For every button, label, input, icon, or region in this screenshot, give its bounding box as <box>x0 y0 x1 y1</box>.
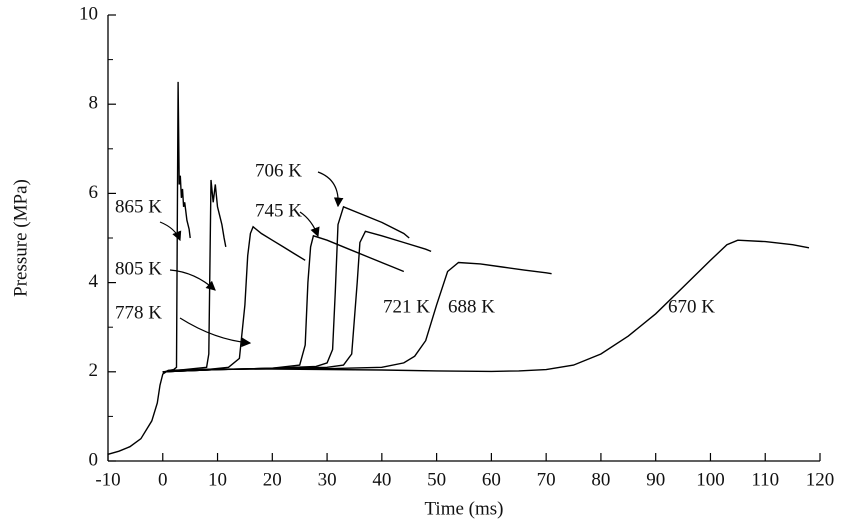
annotation-arrow <box>159 221 182 242</box>
series-label: 706 K <box>255 160 302 181</box>
y-tick-label: 0 <box>89 449 99 470</box>
series-label: 778 K <box>115 302 162 323</box>
y-tick-label: 2 <box>89 360 99 381</box>
x-tick-label: 30 <box>318 469 337 490</box>
x-tick-label: 10 <box>208 469 227 490</box>
series-label: 865 K <box>115 196 162 217</box>
series-label: 745 K <box>255 200 302 221</box>
x-tick-label: 40 <box>372 469 391 490</box>
series-line <box>162 205 410 373</box>
annotation-arrow <box>299 211 320 238</box>
series-line <box>162 81 191 374</box>
annotation-arrow <box>317 171 344 208</box>
series-line <box>162 225 306 373</box>
y-axis-label: Pressure (MPa) <box>10 179 31 297</box>
x-tick-label: 90 <box>646 469 665 490</box>
x-tick-label: -10 <box>95 469 120 490</box>
series-label: 688 K <box>448 296 495 317</box>
y-tick-label: 10 <box>79 3 98 24</box>
series-label: 721 K <box>383 296 430 317</box>
series-label: 670 K <box>668 296 715 317</box>
annotation-arrow <box>169 269 216 291</box>
x-tick-label: 0 <box>158 469 168 490</box>
series-label: 805 K <box>115 258 162 279</box>
series-line <box>107 239 810 455</box>
x-tick-label: 100 <box>696 469 725 490</box>
x-tick-label: 80 <box>591 469 610 490</box>
annotation-arrow <box>179 317 252 348</box>
y-tick-label: 8 <box>89 93 99 114</box>
y-tick-label: 4 <box>89 271 99 292</box>
series-line <box>162 179 227 373</box>
y-tick-label: 6 <box>89 182 99 203</box>
x-tick-label: 50 <box>427 469 446 490</box>
x-tick-label: 20 <box>263 469 282 490</box>
series-line <box>162 234 405 373</box>
x-tick-label: 60 <box>482 469 501 490</box>
x-tick-label: 120 <box>806 469 835 490</box>
x-axis-label: Time (ms) <box>424 498 503 519</box>
x-tick-label: 110 <box>751 469 779 490</box>
x-tick-label: 70 <box>537 469 556 490</box>
